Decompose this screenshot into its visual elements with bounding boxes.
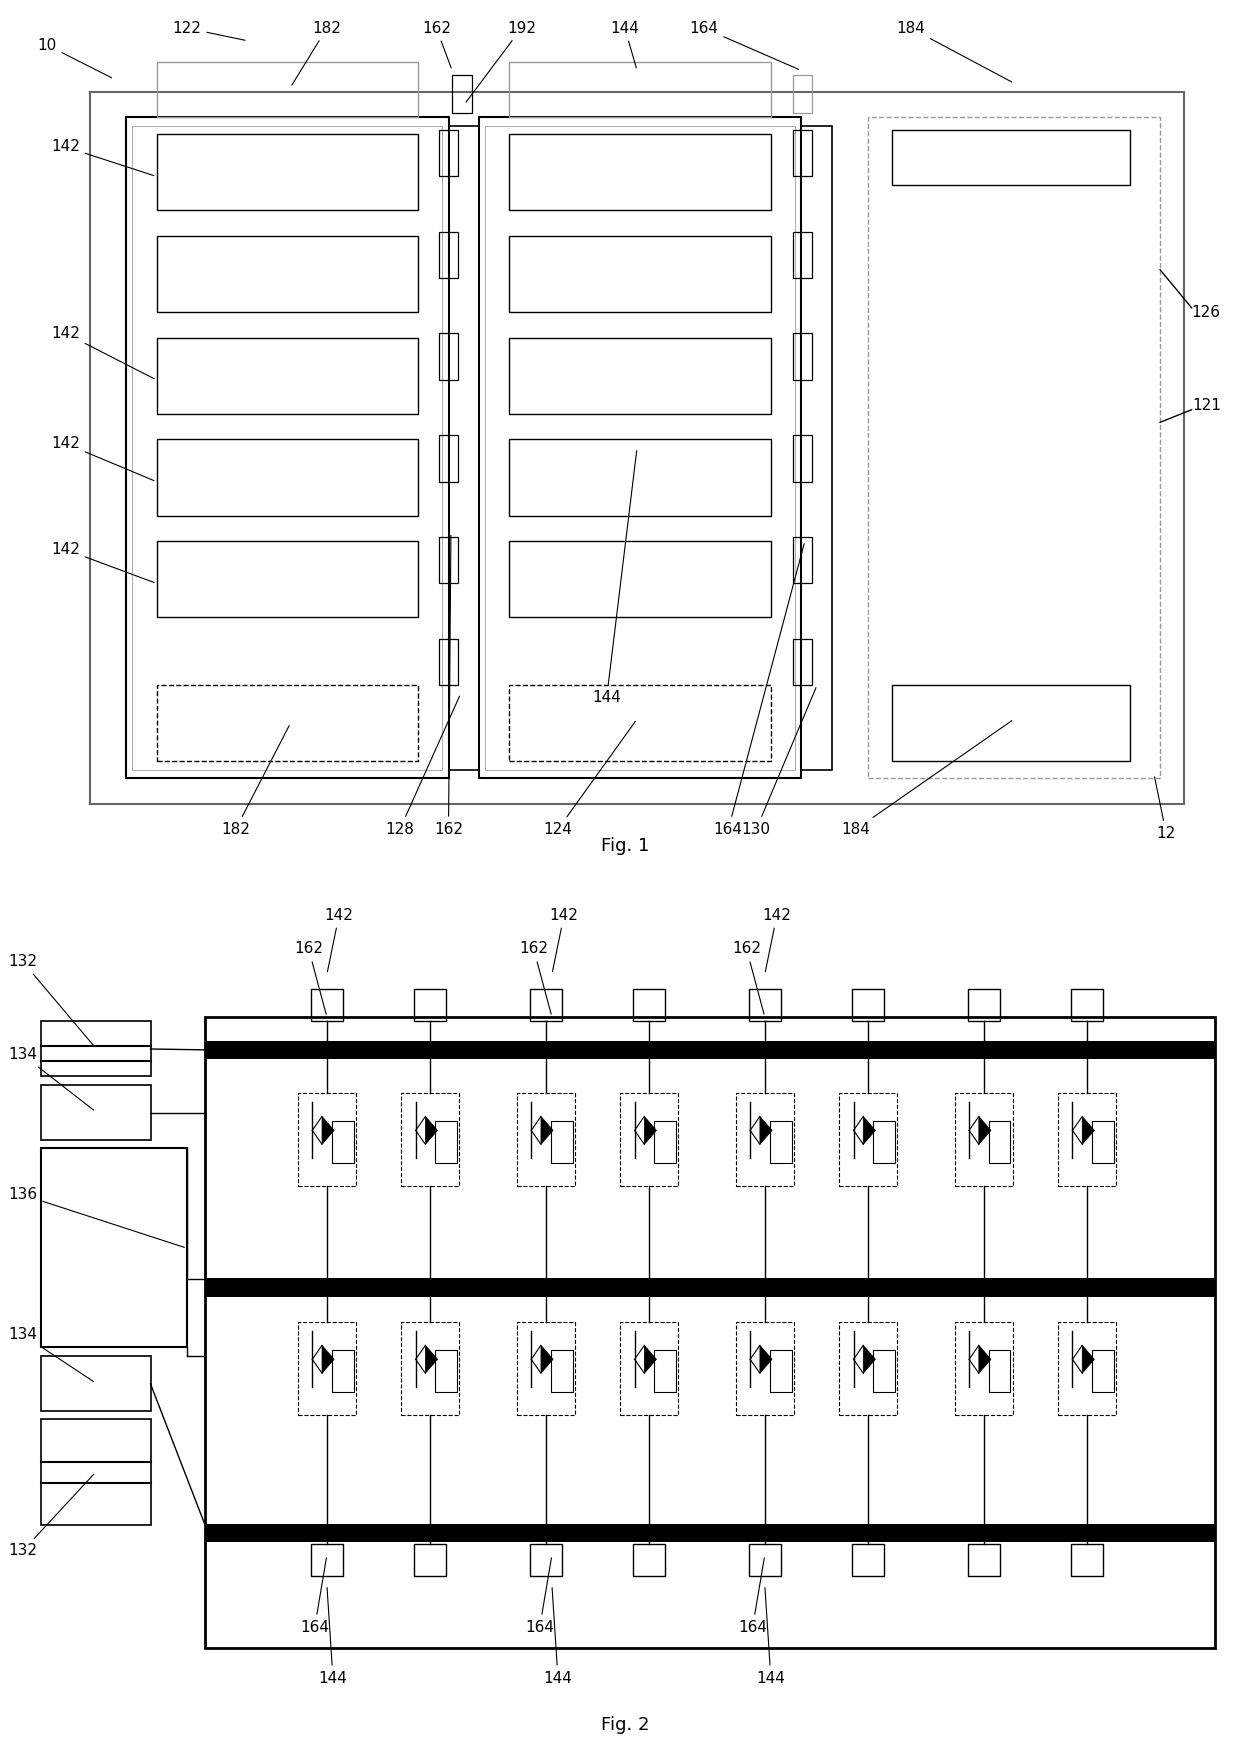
Text: 134: 134 <box>9 1326 93 1382</box>
Text: 134: 134 <box>9 1048 93 1110</box>
Text: 162: 162 <box>422 21 451 68</box>
Polygon shape <box>541 1346 553 1373</box>
Text: 142: 142 <box>549 908 579 971</box>
Text: 136: 136 <box>9 1187 185 1248</box>
Text: 132: 132 <box>9 953 94 1046</box>
Polygon shape <box>1083 1117 1095 1145</box>
Polygon shape <box>322 1346 334 1373</box>
Text: 142: 142 <box>51 326 154 378</box>
Text: 164: 164 <box>689 21 799 70</box>
Text: 144: 144 <box>593 450 636 706</box>
Text: 162: 162 <box>434 535 463 837</box>
Text: 144: 144 <box>543 1588 573 1685</box>
Text: 142: 142 <box>763 908 791 971</box>
Polygon shape <box>425 1346 438 1373</box>
Polygon shape <box>978 1346 991 1373</box>
FancyBboxPatch shape <box>206 1041 1215 1060</box>
Text: 164: 164 <box>300 1558 329 1635</box>
Polygon shape <box>541 1117 553 1145</box>
Text: 12: 12 <box>1154 777 1176 842</box>
Text: 184: 184 <box>897 21 1012 82</box>
Polygon shape <box>978 1117 991 1145</box>
Text: 142: 142 <box>51 139 154 176</box>
Text: 164: 164 <box>526 1558 554 1635</box>
Text: 126: 126 <box>1192 305 1221 319</box>
Text: 121: 121 <box>1192 397 1220 413</box>
Text: 144: 144 <box>756 1588 785 1685</box>
Polygon shape <box>1083 1346 1095 1373</box>
Polygon shape <box>863 1117 875 1145</box>
FancyBboxPatch shape <box>206 1278 1215 1297</box>
Text: 124: 124 <box>543 722 635 837</box>
Text: 10: 10 <box>37 38 112 78</box>
Polygon shape <box>760 1117 773 1145</box>
Text: 122: 122 <box>172 21 246 40</box>
Text: 142: 142 <box>51 542 154 582</box>
Text: 132: 132 <box>9 1475 94 1558</box>
Polygon shape <box>645 1346 656 1373</box>
Text: 182: 182 <box>291 21 341 85</box>
FancyBboxPatch shape <box>206 1523 1215 1543</box>
Text: 142: 142 <box>325 908 353 971</box>
Polygon shape <box>322 1117 334 1145</box>
Text: 162: 162 <box>520 941 551 1014</box>
Text: 164: 164 <box>738 1558 768 1635</box>
Text: 128: 128 <box>386 695 460 837</box>
Polygon shape <box>863 1346 875 1373</box>
Polygon shape <box>425 1117 438 1145</box>
Polygon shape <box>760 1346 773 1373</box>
Text: 142: 142 <box>51 436 154 481</box>
Text: Fig. 2: Fig. 2 <box>600 1715 649 1734</box>
Text: 162: 162 <box>732 941 764 1014</box>
Text: 144: 144 <box>610 21 640 68</box>
Text: 182: 182 <box>221 725 289 837</box>
Text: 192: 192 <box>466 21 536 103</box>
Text: 144: 144 <box>319 1588 347 1685</box>
Polygon shape <box>645 1117 656 1145</box>
Text: 130: 130 <box>742 688 816 837</box>
Text: 184: 184 <box>842 720 1012 837</box>
Text: 162: 162 <box>294 941 326 1014</box>
Text: 164: 164 <box>714 544 805 837</box>
Text: Fig. 1: Fig. 1 <box>600 837 649 856</box>
